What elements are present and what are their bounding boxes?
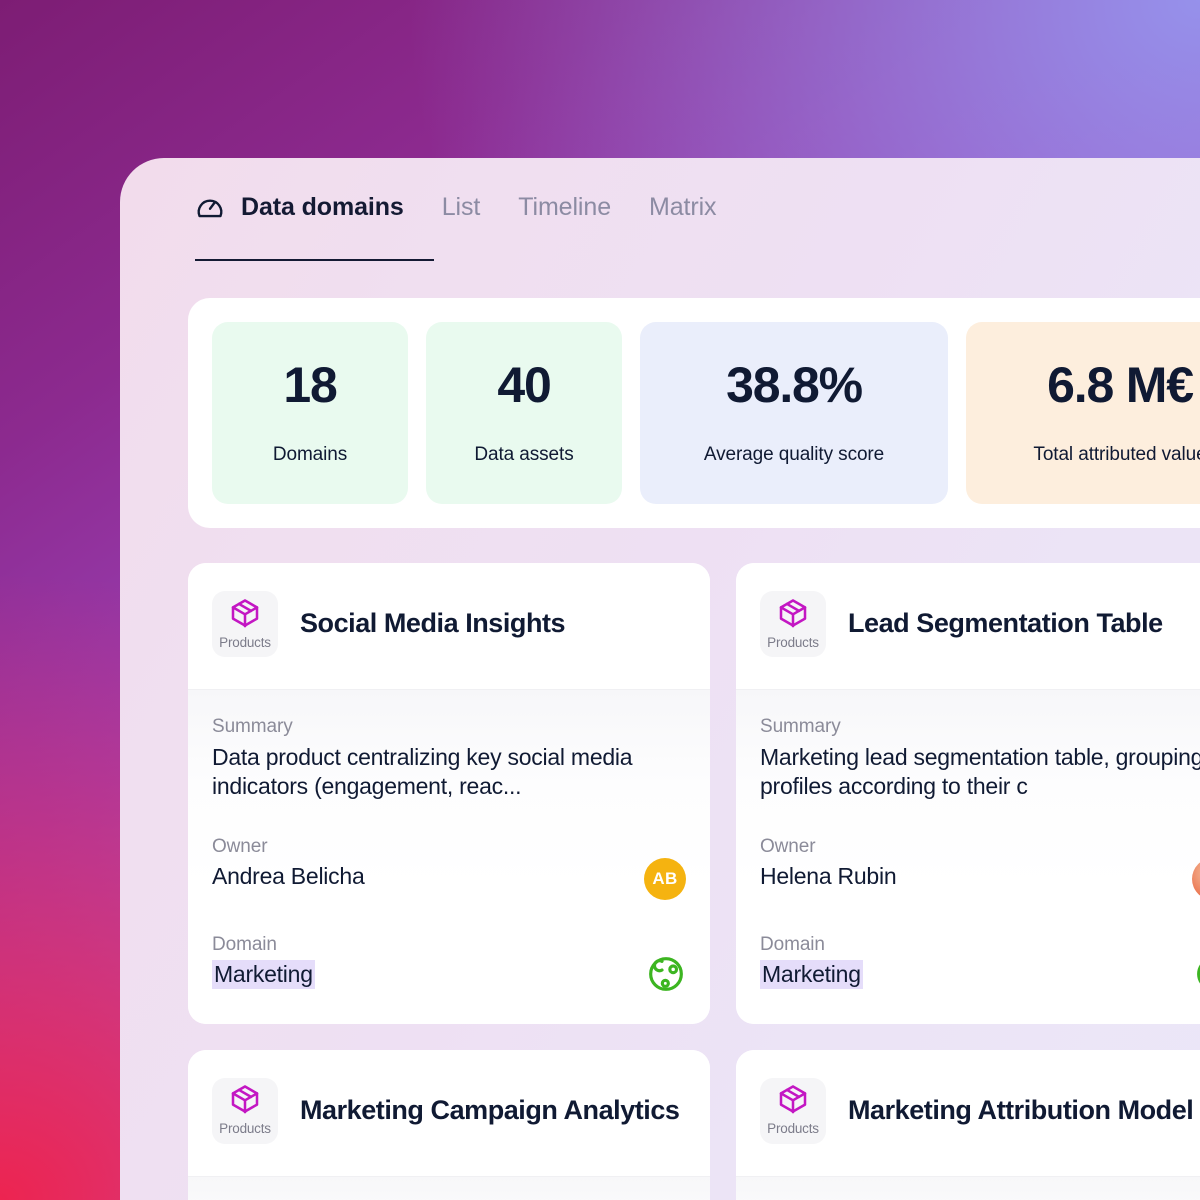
tab-label: List bbox=[441, 192, 481, 221]
stat-card-total-attributed-value: 6.8 M€ Total attributed value bbox=[966, 322, 1200, 504]
owner-label: Owner bbox=[212, 835, 268, 857]
app-panel: Data domains List Timeline Matrix 18 Dom… bbox=[120, 158, 1200, 1200]
product-type-badge: Products bbox=[760, 1077, 826, 1144]
stat-value: 38.8% bbox=[726, 357, 863, 413]
data-product-card[interactable]: Products Marketing Campaign Analytics bbox=[188, 1049, 710, 1200]
gauge-icon bbox=[195, 192, 225, 222]
data-product-card[interactable]: Products Marketing Attribution Model bbox=[736, 1049, 1200, 1200]
owner-value: Helena Rubin bbox=[760, 862, 897, 889]
summary-label: Summary bbox=[212, 716, 293, 737]
domain-value-chip[interactable]: Marketing bbox=[212, 959, 315, 989]
stat-card-domains: 18 Domains bbox=[212, 322, 408, 504]
stat-label: Total attributed value bbox=[1033, 444, 1200, 465]
owner-label: Owner bbox=[760, 835, 816, 857]
data-product-card[interactable]: Products Lead Segmentation Table Summary… bbox=[736, 563, 1200, 1024]
domain-field: Domain Marketing bbox=[760, 934, 1200, 994]
tab-label: Data domains bbox=[241, 192, 404, 221]
tab-label: Matrix bbox=[649, 192, 717, 221]
summary-label: Summary bbox=[760, 716, 841, 737]
badge-label: Products bbox=[219, 1121, 271, 1137]
globe-icon bbox=[646, 954, 686, 994]
summary-field: Summary Marketing lead segmentation tabl… bbox=[760, 716, 1200, 802]
badge-label: Products bbox=[219, 634, 271, 650]
card-header: Products Social Media Insights bbox=[188, 563, 710, 689]
card-title: Marketing Attribution Model bbox=[848, 1095, 1194, 1126]
domain-label: Domain bbox=[760, 933, 825, 955]
badge-label: Products bbox=[767, 634, 819, 650]
globe-icon bbox=[1194, 954, 1200, 994]
tab-timeline[interactable]: Timeline bbox=[518, 193, 611, 222]
card-body: Summary Marketing lead segmentation tabl… bbox=[736, 689, 1200, 1024]
card-body bbox=[736, 1175, 1200, 1200]
product-type-badge: Products bbox=[760, 591, 826, 657]
domain-field: Domain Marketing bbox=[212, 934, 686, 994]
summary-value: Data product centralizing key social med… bbox=[212, 744, 633, 800]
product-type-badge: Products bbox=[212, 1077, 278, 1144]
card-header: Products Marketing Campaign Analytics bbox=[188, 1049, 710, 1176]
box-icon bbox=[777, 597, 809, 634]
product-type-badge: Products bbox=[212, 591, 278, 657]
stats-panel: 18 Domains 40 Data assets 38.8% Average … bbox=[188, 298, 1200, 528]
stat-value: 18 bbox=[283, 357, 337, 413]
avatar[interactable] bbox=[1192, 857, 1200, 900]
data-product-card-grid: Products Social Media Insights Summary D… bbox=[188, 563, 1200, 1200]
owner-field: Owner Andrea Belicha AB bbox=[212, 836, 686, 900]
tab-data-domains[interactable]: Data domains bbox=[195, 192, 404, 222]
box-icon bbox=[229, 1083, 261, 1120]
data-product-card[interactable]: Products Social Media Insights Summary D… bbox=[188, 563, 710, 1024]
view-tabs: Data domains List Timeline Matrix bbox=[195, 192, 717, 222]
card-title: Lead Segmentation Table bbox=[848, 608, 1163, 639]
card-body: Summary Data product centralizing key so… bbox=[188, 689, 710, 1024]
summary-field: Summary Data product centralizing key so… bbox=[212, 716, 686, 802]
tab-list[interactable]: List bbox=[442, 193, 481, 222]
card-title: Social Media Insights bbox=[300, 608, 566, 639]
stat-label: Domains bbox=[272, 444, 348, 465]
stat-card-average-quality-score: 38.8% Average quality score bbox=[640, 322, 948, 504]
domain-value-chip[interactable]: Marketing bbox=[760, 959, 863, 989]
card-title: Marketing Campaign Analytics bbox=[300, 1095, 680, 1126]
domain-label: Domain bbox=[212, 933, 277, 955]
avatar[interactable]: AB bbox=[644, 857, 686, 900]
stat-label: Data assets bbox=[474, 444, 574, 465]
tab-label: Timeline bbox=[518, 192, 611, 221]
box-icon bbox=[229, 597, 261, 634]
owner-value: Andrea Belicha bbox=[212, 862, 365, 889]
stat-label: Average quality score bbox=[703, 444, 885, 465]
tab-matrix[interactable]: Matrix bbox=[649, 192, 717, 222]
card-header: Products Lead Segmentation Table bbox=[736, 563, 1200, 689]
stat-value: 40 bbox=[497, 357, 551, 413]
card-header: Products Marketing Attribution Model bbox=[736, 1049, 1200, 1176]
active-tab-underline bbox=[195, 259, 434, 261]
card-body bbox=[188, 1175, 710, 1200]
summary-value: Marketing lead segmentation table, group… bbox=[760, 744, 1200, 800]
owner-field: Owner Helena Rubin bbox=[760, 836, 1200, 900]
box-icon bbox=[777, 1083, 809, 1120]
stat-value: 6.8 M€ bbox=[1047, 357, 1194, 413]
stat-card-data-assets: 40 Data assets bbox=[426, 322, 622, 504]
badge-label: Products bbox=[767, 1121, 819, 1137]
